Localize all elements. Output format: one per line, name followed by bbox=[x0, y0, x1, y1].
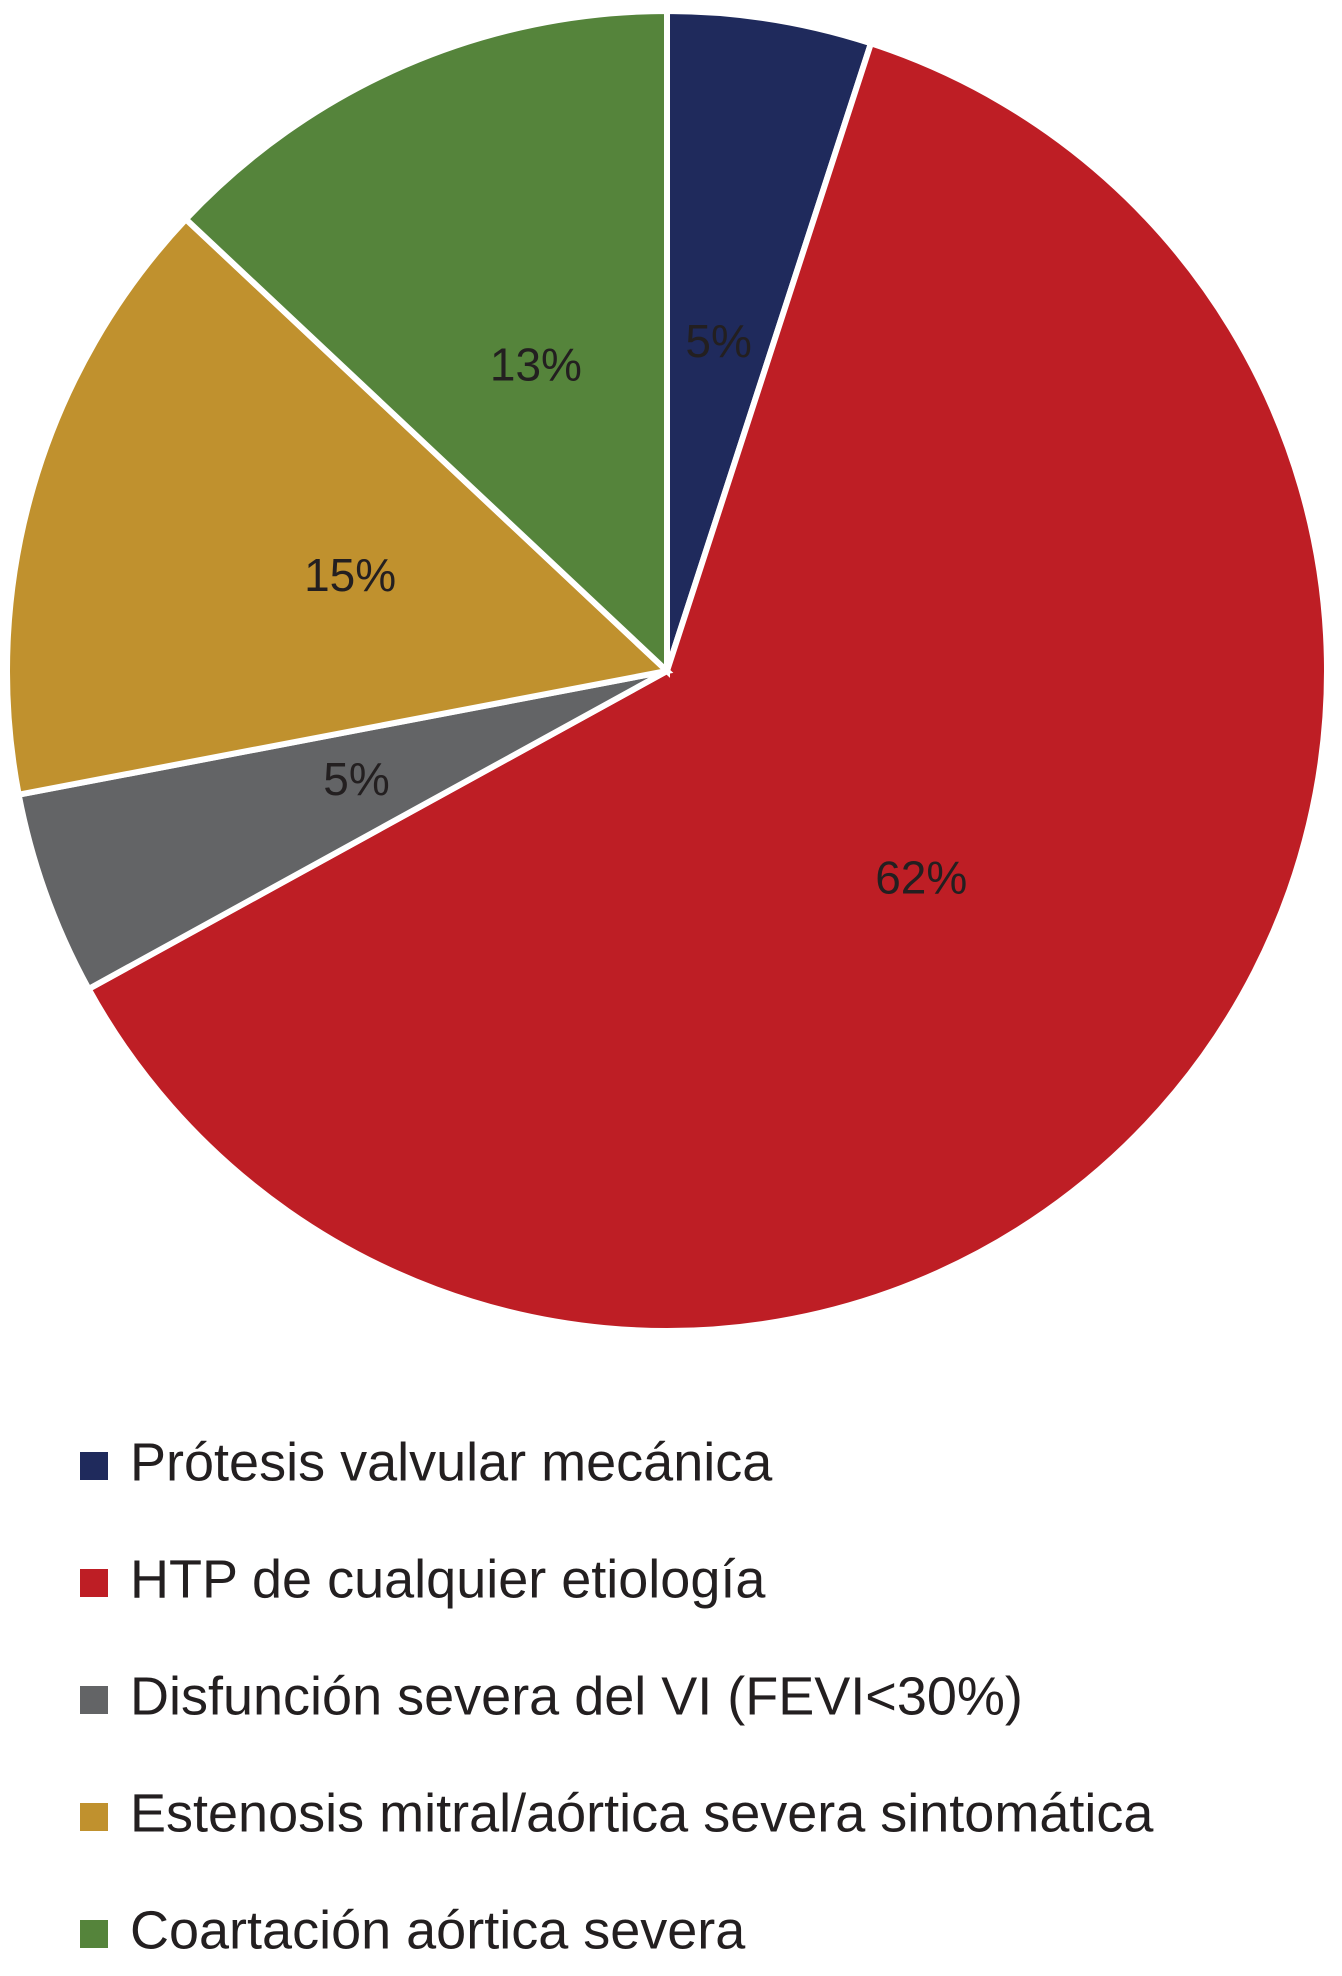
pie-slice bbox=[84, 39, 1330, 1334]
data-label: 13% bbox=[490, 338, 582, 390]
pie-slice bbox=[4, 214, 674, 799]
data-label: 5% bbox=[323, 753, 389, 805]
legend-label: Estenosis mitral/aórtica severa sintomát… bbox=[130, 1783, 1154, 1843]
data-label: 5% bbox=[685, 315, 751, 367]
data-label: 62% bbox=[875, 852, 967, 904]
legend-swatch bbox=[80, 1686, 108, 1714]
legend-swatch bbox=[80, 1920, 108, 1948]
legend-swatch bbox=[80, 1569, 108, 1597]
legend-label: HTP de cualquier etiología bbox=[130, 1549, 766, 1609]
data-label: 15% bbox=[304, 549, 396, 601]
legend-swatch bbox=[80, 1452, 108, 1480]
pie-slice bbox=[181, 7, 670, 678]
legend-swatch bbox=[80, 1803, 108, 1831]
legend-label: Coartación aórtica severa bbox=[130, 1900, 746, 1960]
pie-slice bbox=[15, 668, 669, 994]
legend-label: Disfunción severa del VI (FEVI<30%) bbox=[130, 1666, 1023, 1726]
legend-label: Prótesis valvular mecánica bbox=[130, 1432, 773, 1492]
